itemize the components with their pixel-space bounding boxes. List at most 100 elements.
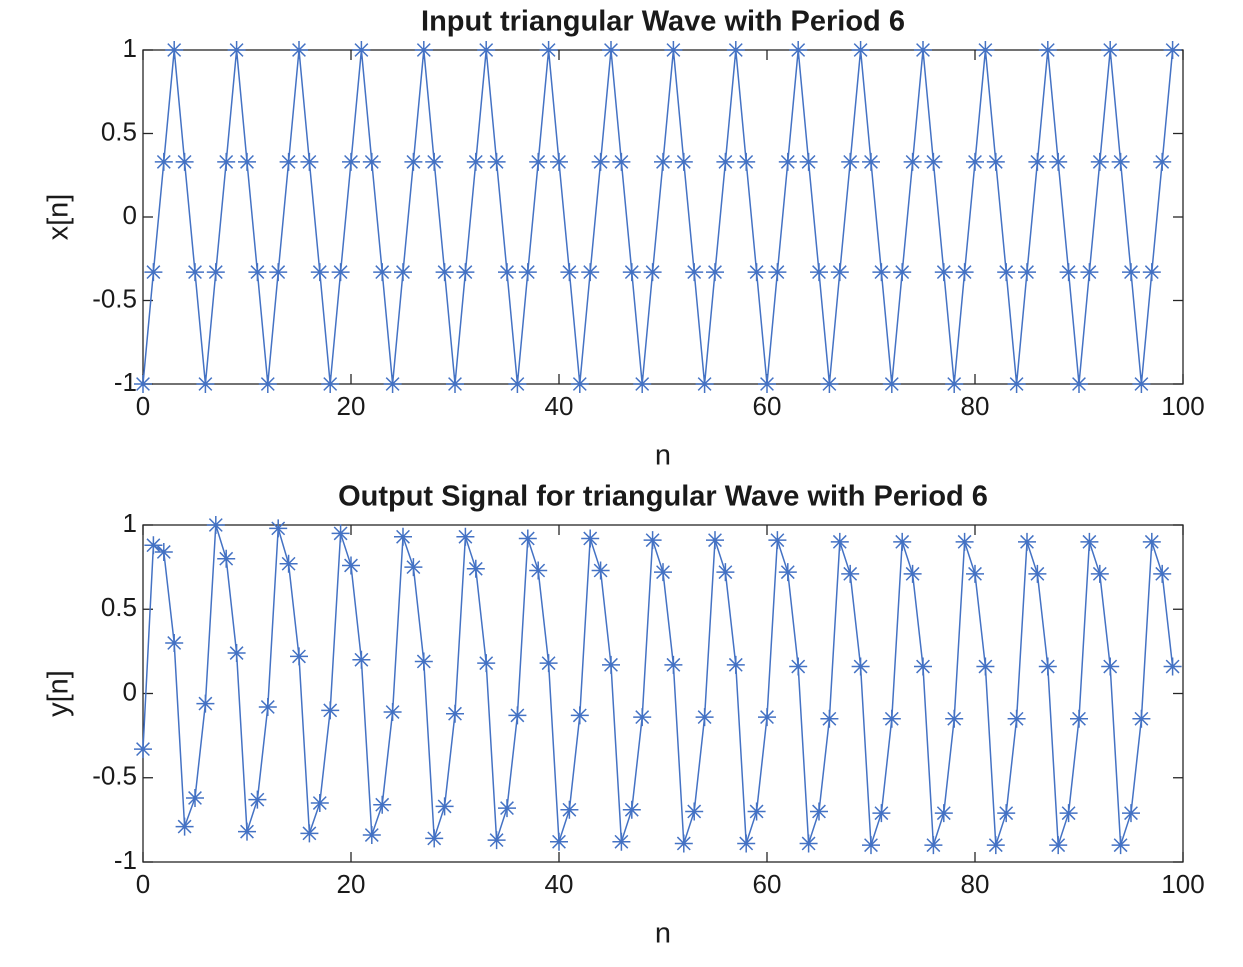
- marker: [581, 529, 600, 548]
- marker: [487, 831, 506, 850]
- x-tick-label: 20: [337, 869, 366, 899]
- marker: [622, 263, 641, 282]
- marker: [134, 375, 152, 393]
- marker: [383, 703, 402, 722]
- marker: [799, 834, 818, 853]
- marker: [654, 563, 672, 582]
- y-tick-label: -1: [114, 367, 137, 397]
- marker: [1007, 709, 1026, 728]
- x-tick-label: 20: [337, 391, 366, 421]
- marker: [394, 527, 412, 546]
- marker: [934, 263, 953, 282]
- x-tick-label: 80: [961, 391, 990, 421]
- marker: [914, 41, 932, 59]
- marker: [279, 152, 298, 171]
- marker: [227, 41, 246, 59]
- marker: [269, 519, 288, 538]
- marker: [238, 822, 256, 841]
- marker: [258, 697, 277, 716]
- marker: [1080, 532, 1099, 551]
- marker: [664, 41, 683, 59]
- marker: [508, 706, 527, 725]
- marker: [903, 152, 922, 171]
- marker: [310, 794, 329, 813]
- marker: [342, 152, 360, 171]
- marker: [737, 834, 756, 853]
- marker: [1142, 263, 1161, 282]
- marker: [310, 263, 329, 282]
- marker: [550, 152, 568, 171]
- marker: [851, 657, 870, 676]
- marker: [1018, 532, 1036, 551]
- y-axis-label: x[n]: [43, 194, 75, 241]
- marker: [1122, 804, 1140, 823]
- marker: [726, 655, 745, 674]
- marker: [300, 152, 319, 171]
- marker: [622, 800, 641, 819]
- y-tick-label: -0.5: [92, 761, 137, 791]
- marker: [196, 375, 215, 393]
- marker: [1090, 564, 1109, 583]
- marker: [529, 561, 548, 580]
- marker: [196, 694, 215, 713]
- marker: [768, 263, 787, 282]
- marker: [217, 152, 236, 171]
- x-tick-label: 40: [545, 869, 574, 899]
- marker: [238, 152, 256, 171]
- marker: [1070, 375, 1088, 393]
- marker: [217, 549, 236, 568]
- marker: [206, 263, 225, 282]
- marker: [560, 263, 579, 282]
- marker: [435, 263, 454, 282]
- marker: [1059, 804, 1078, 823]
- marker: [154, 152, 173, 171]
- x-tick-label: 0: [136, 869, 150, 899]
- marker: [643, 263, 662, 282]
- marker: [643, 531, 662, 550]
- marker: [612, 832, 631, 851]
- marker: [737, 152, 756, 171]
- marker: [466, 559, 485, 578]
- marker: [498, 799, 516, 818]
- marker: [706, 531, 724, 550]
- y-axis-label: y[n]: [43, 670, 75, 717]
- marker: [290, 41, 308, 59]
- marker: [487, 152, 506, 171]
- marker: [1018, 263, 1036, 282]
- marker: [778, 152, 797, 171]
- marker: [830, 532, 849, 551]
- marker: [1163, 41, 1182, 59]
- marker: [747, 802, 766, 821]
- marker: [1142, 532, 1161, 551]
- marker: [394, 263, 412, 282]
- marker: [175, 817, 194, 836]
- marker: [300, 824, 319, 843]
- marker: [685, 263, 704, 282]
- marker: [633, 708, 652, 727]
- marker: [477, 41, 496, 59]
- marker: [602, 41, 620, 59]
- marker: [362, 826, 381, 845]
- marker: [810, 802, 828, 821]
- marker: [872, 804, 891, 823]
- y-tick-label: 0: [123, 676, 137, 706]
- marker: [966, 152, 984, 171]
- marker: [789, 41, 808, 59]
- marker: [1070, 709, 1088, 728]
- marker: [1153, 152, 1172, 171]
- marker: [539, 41, 558, 59]
- marker: [924, 836, 943, 855]
- marker: [862, 836, 880, 855]
- marker: [570, 375, 589, 393]
- marker: [290, 647, 308, 666]
- marker: [945, 709, 964, 728]
- marker: [778, 563, 797, 582]
- marker: [560, 800, 579, 819]
- marker: [830, 263, 849, 282]
- y-tick-label: 1: [123, 508, 137, 538]
- chart-title: Input triangular Wave with Period 6: [421, 6, 905, 38]
- marker: [258, 375, 277, 393]
- marker: [1163, 657, 1182, 676]
- marker: [893, 532, 912, 551]
- marker: [248, 263, 267, 282]
